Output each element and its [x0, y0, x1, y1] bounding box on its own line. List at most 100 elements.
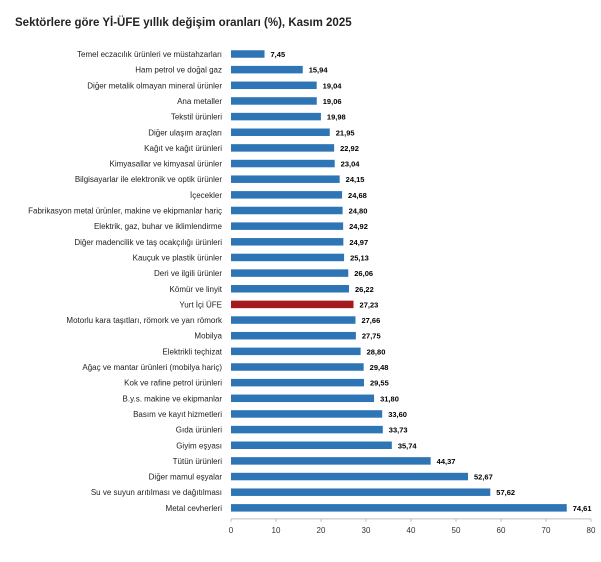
data-label: 23,04 — [341, 160, 361, 169]
category-label: Tekstil ürünleri — [171, 113, 222, 122]
bar — [231, 472, 469, 481]
bar — [231, 285, 349, 293]
category-label: Ana metaller — [177, 97, 222, 106]
data-label: 24,15 — [346, 175, 365, 184]
data-label: 27,75 — [362, 332, 381, 341]
bar — [231, 81, 317, 90]
bar — [231, 175, 340, 183]
bar — [231, 347, 361, 356]
data-label: 19,04 — [323, 81, 343, 90]
bar — [231, 222, 344, 230]
data-label: 31,80 — [380, 394, 399, 403]
category-label: İçecekler — [190, 191, 222, 200]
category-label: Giyim eşyası — [176, 441, 222, 450]
category-label: Ham petrol ve doğal gaz — [135, 66, 222, 75]
bar — [231, 457, 431, 465]
bar — [231, 65, 303, 74]
category-label: B.y.s. makine ve ekipmanlar — [123, 394, 223, 403]
category-label: Kauçuk ve plastik ürünler — [133, 253, 223, 262]
bar — [231, 363, 364, 371]
data-label: 57,62 — [496, 488, 515, 497]
data-label: 33,60 — [388, 410, 407, 419]
x-tick-label: 20 — [317, 526, 326, 535]
category-label: Elektrik, gaz, buhar ve iklimlendirme — [94, 222, 223, 231]
data-label: 25,13 — [350, 253, 369, 262]
data-label: 15,94 — [309, 66, 329, 75]
bar — [231, 238, 344, 246]
category-label: Kömür ve linyit — [170, 285, 223, 294]
data-label: 7,45 — [271, 50, 286, 59]
category-label: Diğer ulaşım araçları — [148, 128, 222, 137]
bar — [231, 316, 356, 324]
bar — [231, 206, 343, 215]
category-label: Basım ve kayıt hizmetleri — [133, 410, 222, 419]
bar — [231, 253, 345, 262]
bar — [231, 378, 364, 387]
category-label: Ağaç ve mantar ürünleri (mobilya hariç) — [82, 363, 222, 372]
bar — [231, 300, 354, 309]
data-label: 22,92 — [340, 144, 359, 153]
category-label: Gıda ürünleri — [176, 426, 222, 435]
bar — [231, 425, 383, 434]
x-tick-label: 60 — [497, 526, 506, 535]
data-label: 29,48 — [370, 363, 389, 372]
data-label: 24,80 — [349, 207, 368, 216]
data-label: 21,95 — [336, 128, 355, 137]
x-tick-label: 80 — [587, 526, 596, 535]
data-label: 26,06 — [354, 269, 373, 278]
category-label: Su ve suyun arıtılması ve dağıtılması — [91, 488, 222, 497]
bar — [231, 331, 356, 340]
bar — [231, 191, 343, 199]
bar — [231, 441, 392, 449]
category-label: Kimyasallar ve kimyasal ürünler — [110, 160, 223, 169]
data-label: 24,68 — [348, 191, 367, 200]
bar — [231, 128, 330, 136]
category-label: Bilgisayarlar ile elektronik ve optik ür… — [75, 175, 223, 184]
data-label: 24,92 — [349, 222, 368, 231]
x-tick-label: 10 — [272, 526, 281, 535]
bar — [231, 159, 335, 168]
data-label: 35,74 — [398, 441, 418, 450]
bar — [231, 504, 567, 512]
category-label: Motorlu kara taşıtları, römork ve yarı r… — [66, 316, 223, 325]
data-label: 26,22 — [355, 285, 374, 294]
category-label: Elektrikli teçhizat — [162, 347, 222, 356]
bar — [231, 144, 335, 152]
data-label: 27,66 — [361, 316, 380, 325]
category-label: Tütün ürünleri — [173, 457, 223, 466]
x-tick-label: 30 — [362, 526, 371, 535]
category-label: Temel eczacılık ürünleri ve müstahzarlar… — [77, 50, 222, 59]
x-tick-label: 0 — [229, 526, 234, 535]
category-label: Kok ve rafine petrol ürünleri — [124, 379, 222, 388]
category-label: Fabrikasyon metal ürünler, makine ve eki… — [28, 207, 222, 216]
category-label: Yurt İçi ÜFE — [179, 300, 222, 309]
x-tick-label: 40 — [407, 526, 416, 535]
category-label: Diğer mamul eşyalar — [149, 473, 223, 482]
bar — [231, 410, 383, 418]
x-tick-label: 70 — [542, 526, 551, 535]
data-label: 24,97 — [349, 238, 368, 247]
bar — [231, 97, 317, 105]
bar — [231, 488, 491, 496]
bar — [231, 269, 349, 277]
data-label: 28,80 — [367, 347, 386, 356]
category-label: Mobilya — [194, 332, 222, 341]
bar — [231, 112, 321, 121]
category-label: Metal cevherleri — [166, 504, 223, 513]
category-label: Diğer madencilik ve taş ocakçılığı ürünl… — [74, 238, 222, 247]
data-label: 27,23 — [360, 300, 379, 309]
category-label: Kağıt ve kağıt ürünleri — [144, 144, 222, 153]
category-label: Deri ve ilgili ürünler — [154, 269, 222, 278]
bar — [231, 394, 375, 403]
data-label: 29,55 — [370, 379, 389, 388]
data-label: 33,73 — [389, 426, 408, 435]
data-label: 19,98 — [327, 113, 346, 122]
data-label: 19,06 — [323, 97, 342, 106]
category-label: Diğer metalik olmayan mineral ürünler — [87, 81, 222, 90]
data-label: 44,37 — [437, 457, 456, 466]
data-label: 52,67 — [474, 473, 493, 482]
data-label: 74,61 — [573, 504, 592, 513]
bar — [231, 50, 265, 58]
chart-title: Sektörlere göre Yİ-ÜFE yıllık değişim or… — [15, 17, 352, 29]
